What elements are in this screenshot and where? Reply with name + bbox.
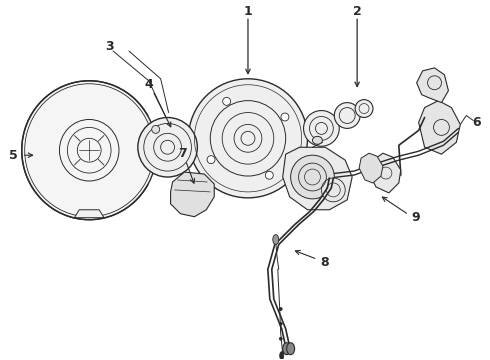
Polygon shape xyxy=(283,147,352,210)
Ellipse shape xyxy=(321,178,345,202)
Polygon shape xyxy=(359,153,383,183)
Ellipse shape xyxy=(355,100,373,117)
Ellipse shape xyxy=(291,155,334,199)
Text: 4: 4 xyxy=(145,78,153,91)
Ellipse shape xyxy=(189,79,308,198)
Text: 3: 3 xyxy=(105,40,113,53)
Polygon shape xyxy=(369,153,401,193)
Ellipse shape xyxy=(138,117,197,177)
Text: 9: 9 xyxy=(412,211,420,224)
Text: 8: 8 xyxy=(320,256,329,269)
Ellipse shape xyxy=(283,343,291,355)
Ellipse shape xyxy=(280,352,284,360)
Text: 1: 1 xyxy=(244,5,252,18)
Text: 6: 6 xyxy=(472,116,481,129)
Text: 5: 5 xyxy=(9,149,18,162)
Ellipse shape xyxy=(207,156,215,164)
Ellipse shape xyxy=(279,323,282,325)
Ellipse shape xyxy=(279,337,282,340)
Text: 2: 2 xyxy=(353,5,362,18)
Ellipse shape xyxy=(303,111,339,146)
Polygon shape xyxy=(74,210,104,218)
Ellipse shape xyxy=(266,171,273,179)
Ellipse shape xyxy=(287,343,294,355)
Text: 7: 7 xyxy=(178,147,187,160)
Ellipse shape xyxy=(334,103,360,129)
Ellipse shape xyxy=(279,307,282,310)
Polygon shape xyxy=(171,172,214,217)
Ellipse shape xyxy=(152,125,160,133)
Polygon shape xyxy=(416,68,448,103)
Polygon shape xyxy=(418,100,460,154)
Ellipse shape xyxy=(281,113,289,121)
Ellipse shape xyxy=(22,81,157,220)
Ellipse shape xyxy=(273,235,279,244)
Ellipse shape xyxy=(313,136,322,144)
Ellipse shape xyxy=(222,98,231,105)
